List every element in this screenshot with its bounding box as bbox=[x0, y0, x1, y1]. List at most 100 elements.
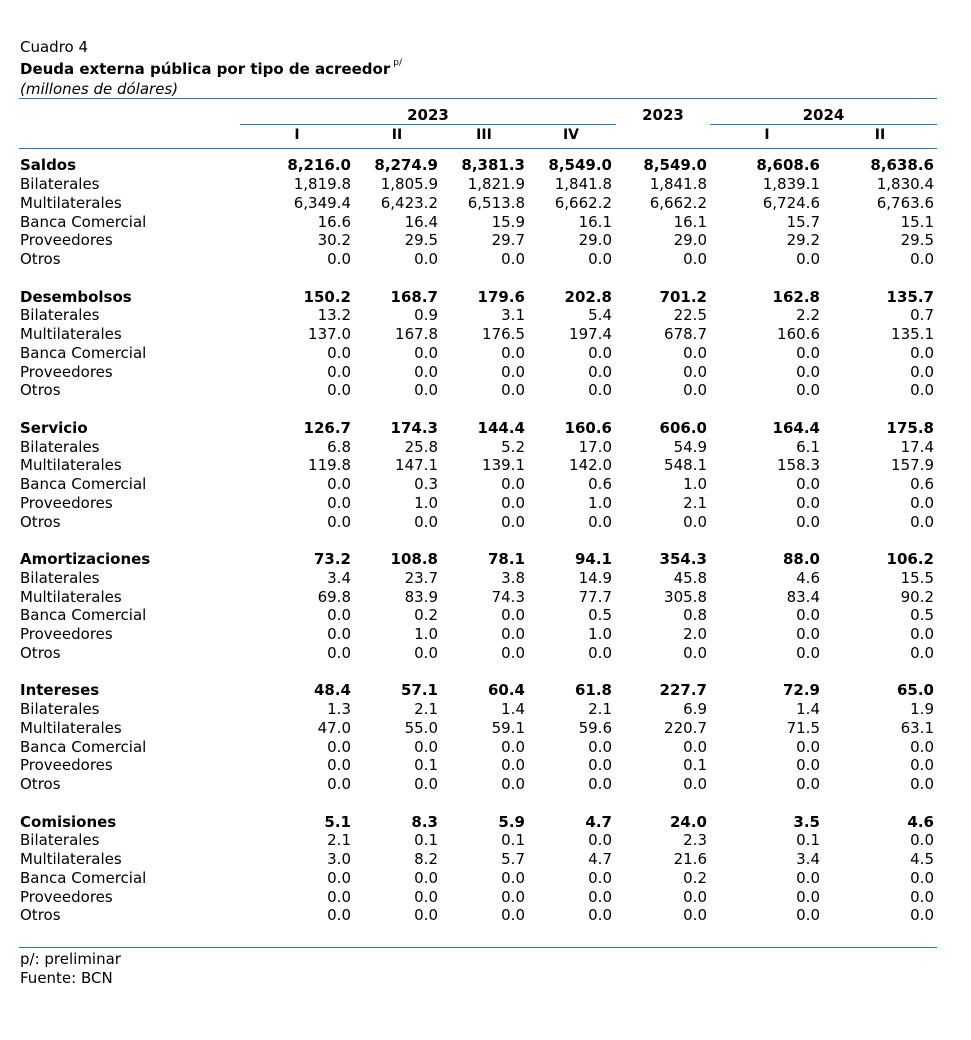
value-cell: 0.0 bbox=[588, 343, 612, 362]
value-cell: 17.4 bbox=[900, 437, 934, 456]
value-cell: 0.0 bbox=[796, 493, 820, 512]
row-label: Proveedores bbox=[20, 756, 113, 775]
value-cell: 0.0 bbox=[414, 512, 438, 531]
value-cell: 0.0 bbox=[683, 343, 707, 362]
value-cell: 354.3 bbox=[659, 550, 707, 569]
value-cell: 1,841.8 bbox=[554, 175, 612, 194]
value-cell: 0.0 bbox=[327, 362, 351, 381]
row-label: Otros bbox=[20, 381, 61, 400]
value-cell: 5.1 bbox=[324, 812, 351, 831]
value-cell: 0.0 bbox=[910, 906, 934, 925]
row-label: Multilaterales bbox=[20, 850, 122, 869]
table-row: Servicio 126.7 174.3 144.4 160.6 606.0 164.4 17… bbox=[20, 419, 934, 438]
value-cell: 227.7 bbox=[659, 681, 707, 700]
value-cell: 0.5 bbox=[910, 606, 934, 625]
value-cell: 0.0 bbox=[796, 512, 820, 531]
value-cell: 0.0 bbox=[414, 775, 438, 794]
value-cell: 15.1 bbox=[900, 212, 934, 231]
value-cell: 0.0 bbox=[327, 512, 351, 531]
value-cell: 0.0 bbox=[501, 362, 525, 381]
value-cell: 119.8 bbox=[308, 456, 351, 475]
value-cell: 15.7 bbox=[786, 212, 820, 231]
value-cell: 0.0 bbox=[501, 906, 525, 925]
row-label: Proveedores bbox=[20, 231, 113, 250]
value-cell: 0.0 bbox=[327, 868, 351, 887]
row-label: Otros bbox=[20, 250, 61, 269]
value-cell: 701.2 bbox=[659, 287, 707, 306]
value-cell: 0.0 bbox=[414, 362, 438, 381]
value-cell: 0.0 bbox=[327, 887, 351, 906]
table-row: Amortizaciones 73.2 108.8 78.1 94.1 354.3 88.0… bbox=[20, 550, 934, 569]
value-cell: 0.0 bbox=[910, 250, 934, 269]
value-cell: 25.8 bbox=[404, 437, 438, 456]
value-cell: 0.0 bbox=[796, 756, 820, 775]
row-label: Multilaterales bbox=[20, 193, 122, 212]
table-row: Multilaterales 119.8 147.1 139.1 142.0 548.1 1… bbox=[20, 456, 934, 475]
value-cell: 88.0 bbox=[782, 550, 820, 569]
table-row: Proveedores 0.0 0.1 0.0 0.0 0.1 0.0 0.0 bbox=[20, 756, 934, 775]
row-label: Multilaterales bbox=[20, 456, 122, 475]
spacer-row bbox=[20, 794, 934, 813]
value-cell: 142.0 bbox=[569, 456, 612, 475]
value-cell: 0.0 bbox=[588, 775, 612, 794]
value-cell: 29.0 bbox=[578, 231, 612, 250]
value-cell: 3.4 bbox=[796, 850, 820, 869]
value-cell: 678.7 bbox=[664, 325, 707, 344]
value-cell: 15.5 bbox=[900, 568, 934, 587]
value-cell: 0.7 bbox=[910, 306, 934, 325]
row-label: Banca Comercial bbox=[20, 606, 147, 625]
value-cell: 3.4 bbox=[327, 568, 351, 587]
value-cell: 29.0 bbox=[673, 231, 707, 250]
value-cell: 179.6 bbox=[477, 287, 525, 306]
value-cell: 71.5 bbox=[786, 718, 820, 737]
value-cell: 0.0 bbox=[414, 906, 438, 925]
value-cell: 0.0 bbox=[796, 250, 820, 269]
row-label: Saldos bbox=[20, 156, 77, 175]
value-cell: 0.0 bbox=[414, 737, 438, 756]
value-cell: 0.0 bbox=[327, 606, 351, 625]
value-cell: 0.0 bbox=[414, 643, 438, 662]
spacer-cell bbox=[20, 794, 934, 813]
table-row: Multilaterales 3.0 8.2 5.7 4.7 21.6 3.4 4.5 bbox=[20, 850, 934, 869]
value-cell: 1,839.1 bbox=[762, 175, 820, 194]
value-cell: 147.1 bbox=[395, 456, 438, 475]
value-cell: 1,830.4 bbox=[876, 175, 934, 194]
value-cell: 0.0 bbox=[683, 512, 707, 531]
value-cell: 8,549.0 bbox=[548, 156, 612, 175]
value-cell: 2.1 bbox=[327, 831, 351, 850]
value-cell: 0.0 bbox=[910, 343, 934, 362]
value-cell: 0.0 bbox=[910, 737, 934, 756]
spacer-row bbox=[20, 662, 934, 681]
debt-table: Saldos 8,216.0 8,274.9 8,381.3 8,549.0 8,549.… bbox=[20, 156, 934, 925]
row-label: Bilaterales bbox=[20, 700, 100, 719]
value-cell: 23.7 bbox=[404, 568, 438, 587]
value-cell: 0.1 bbox=[414, 831, 438, 850]
value-cell: 8,216.0 bbox=[287, 156, 351, 175]
value-cell: 48.4 bbox=[313, 681, 351, 700]
value-cell: 0.0 bbox=[588, 643, 612, 662]
value-cell: 0.0 bbox=[588, 381, 612, 400]
value-cell: 54.9 bbox=[673, 437, 707, 456]
value-cell: 60.4 bbox=[487, 681, 525, 700]
value-cell: 150.2 bbox=[303, 287, 351, 306]
value-cell: 1.9 bbox=[910, 700, 934, 719]
value-cell: 0.0 bbox=[683, 381, 707, 400]
value-cell: 65.0 bbox=[896, 681, 934, 700]
value-cell: 0.0 bbox=[414, 250, 438, 269]
value-cell: 0.0 bbox=[588, 868, 612, 887]
value-cell: 164.4 bbox=[772, 418, 820, 437]
row-label: Banca Comercial bbox=[20, 343, 147, 362]
value-cell: 0.0 bbox=[327, 737, 351, 756]
value-cell: 94.1 bbox=[574, 550, 612, 569]
row-label: Banca Comercial bbox=[20, 475, 147, 494]
table-row: Multilaterales 6,349.4 6,423.2 6,513.8 6,662… bbox=[20, 194, 934, 213]
value-cell: 0.0 bbox=[910, 493, 934, 512]
value-cell: 167.8 bbox=[395, 325, 438, 344]
table-row: Banca Comercial 0.0 0.2 0.0 0.5 0.8 0.0 0.5 bbox=[20, 606, 934, 625]
spacer-row bbox=[20, 400, 934, 419]
quarter-header: II bbox=[874, 127, 886, 143]
value-cell: 1,805.9 bbox=[380, 175, 438, 194]
value-cell: 77.7 bbox=[578, 587, 612, 606]
value-cell: 4.7 bbox=[585, 812, 612, 831]
value-cell: 6,423.2 bbox=[380, 193, 438, 212]
